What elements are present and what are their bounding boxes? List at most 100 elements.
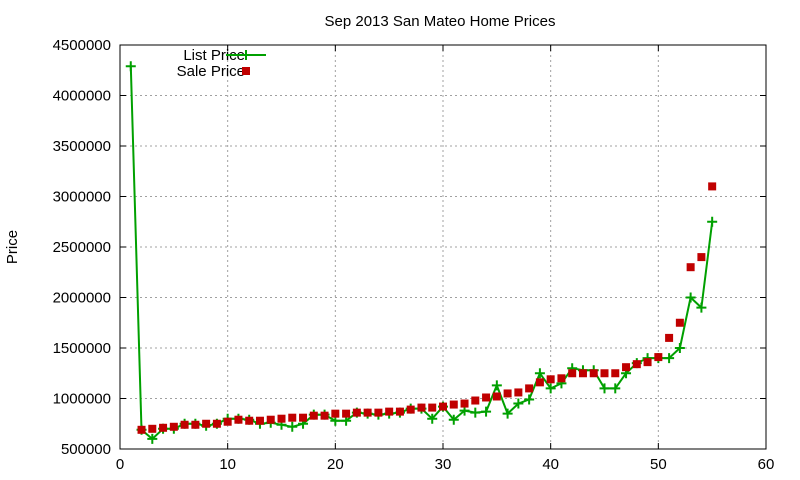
sale-price-point <box>557 374 566 383</box>
sale-price-point <box>611 369 620 378</box>
series-list-price <box>125 61 718 444</box>
list-price-point <box>524 394 535 405</box>
list-price-point <box>599 383 610 394</box>
sale-price-point <box>191 420 200 429</box>
sale-price-point <box>395 407 404 416</box>
sale-price-point <box>320 411 329 420</box>
sale-price-point <box>266 415 275 424</box>
list-price-point <box>502 408 513 419</box>
sale-price-point <box>374 408 383 417</box>
sale-price-point <box>331 409 340 418</box>
list-price-point <box>674 343 685 353</box>
sale-price-point <box>428 403 437 412</box>
list-price-point <box>481 406 492 417</box>
sale-price-point <box>568 369 577 378</box>
list-price-point <box>610 383 621 394</box>
sale-price-point <box>169 422 178 431</box>
sale-price-point <box>406 405 415 414</box>
legend-marker-list-price <box>241 50 251 60</box>
list-price-point <box>147 433 158 444</box>
sale-price-point <box>288 413 297 422</box>
sale-price-point <box>385 407 394 416</box>
sale-price-point <box>148 424 157 433</box>
y-tick-label: 1000000 <box>53 391 111 408</box>
list-price-point <box>513 398 524 409</box>
sale-price-point <box>675 318 684 327</box>
x-tick-label: 60 <box>758 456 775 473</box>
list-price-point <box>707 216 718 227</box>
sale-price-point <box>632 360 641 369</box>
sale-price-point <box>439 402 447 411</box>
sale-price-point <box>535 378 544 387</box>
sale-price-point <box>417 403 426 412</box>
axis-ticks: 0 10 20 30 40 50 60 500000 1000000 1500000 2000000… <box>53 37 775 473</box>
list-price-point <box>534 368 545 379</box>
sale-price-point <box>180 420 189 429</box>
sale-price-point <box>697 253 706 262</box>
y-tick-label: 2000000 <box>53 290 111 307</box>
sale-price-point <box>482 393 491 402</box>
list-price-line <box>129 66 714 440</box>
sale-price-point <box>342 409 351 418</box>
sale-price-point <box>449 400 458 409</box>
sale-price-point <box>665 333 674 342</box>
list-price-point <box>696 302 707 313</box>
grid-lines <box>120 45 766 449</box>
list-price-point <box>125 61 136 72</box>
list-price-point <box>545 383 556 394</box>
sale-price-point <box>686 263 695 272</box>
y-tick-label: 2500000 <box>53 239 111 256</box>
sale-price-point <box>503 389 512 398</box>
sale-price-point <box>546 375 555 384</box>
sale-price-point <box>234 415 243 424</box>
x-tick-label: 50 <box>650 456 667 473</box>
legend-label-sale-price: Sale Price <box>177 63 245 80</box>
sale-price-point <box>159 423 168 432</box>
sale-price-point <box>202 419 211 428</box>
list-price-point <box>685 292 696 303</box>
legend-label-list-price: List Price <box>183 47 245 64</box>
list-price-point <box>448 414 459 425</box>
list-price-point <box>427 413 438 424</box>
sale-price-point <box>245 416 254 425</box>
sale-price-point <box>212 419 221 428</box>
x-tick-label: 0 <box>116 456 124 473</box>
y-tick-label: 4500000 <box>53 37 111 54</box>
chart-title: Sep 2013 San Mateo Home Prices <box>325 13 556 30</box>
sale-price-point <box>309 411 318 420</box>
list-price-point <box>491 380 502 391</box>
y-tick-label: 3500000 <box>53 138 111 155</box>
sale-price-point <box>654 353 663 362</box>
sale-price-point <box>137 425 146 434</box>
legend: List Price Sale Price <box>177 47 266 80</box>
x-tick-label: 30 <box>435 456 452 473</box>
sale-price-point <box>708 182 717 191</box>
sale-price-point <box>352 408 361 417</box>
sale-price-point <box>492 392 501 401</box>
sale-price-point <box>589 369 598 378</box>
list-price-point <box>287 421 298 432</box>
sale-price-point <box>299 413 308 422</box>
sale-price-point <box>578 369 587 378</box>
sale-price-point <box>622 363 631 372</box>
y-tick-label: 3000000 <box>53 189 111 206</box>
y-tick-label: 500000 <box>61 441 111 458</box>
sale-price-point <box>471 396 480 405</box>
x-tick-label: 40 <box>542 456 559 473</box>
sale-price-point <box>460 399 469 408</box>
y-tick-label: 1500000 <box>53 340 111 357</box>
x-tick-label: 10 <box>219 456 236 473</box>
sale-price-point <box>223 417 232 426</box>
sale-price-point <box>514 388 523 397</box>
sale-price-point <box>363 408 372 417</box>
sale-price-point <box>277 414 286 423</box>
sale-price-point <box>525 384 534 393</box>
series-sale-price <box>137 182 717 434</box>
sale-price-point <box>600 369 609 378</box>
legend-marker-sale-price <box>242 67 250 75</box>
list-price-point <box>664 353 675 364</box>
y-axis-label: Price <box>4 230 21 264</box>
x-tick-label: 20 <box>327 456 344 473</box>
sale-price-point <box>643 358 652 367</box>
